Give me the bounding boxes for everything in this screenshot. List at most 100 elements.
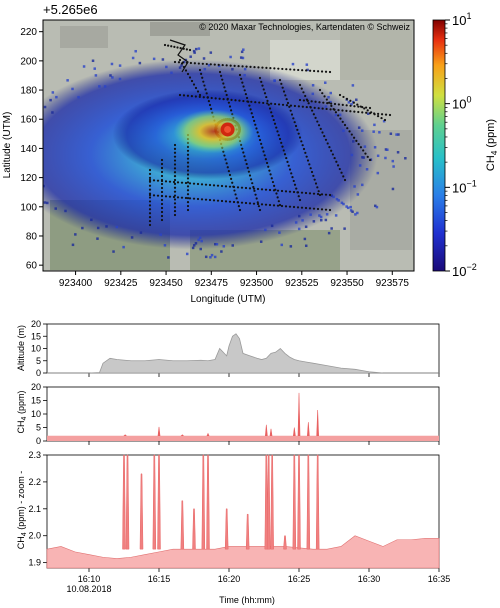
- plume-pixel: [373, 146, 377, 149]
- plume-pixel: [217, 64, 221, 68]
- track-point: [216, 199, 220, 202]
- track-point: [277, 134, 280, 137]
- track-point: [286, 160, 289, 163]
- track-point: [268, 188, 272, 192]
- track-point: [189, 61, 192, 65]
- track-point: [251, 182, 254, 185]
- ch4-zoom-spike: [180, 500, 185, 550]
- y-tick-label: 5: [36, 423, 41, 433]
- track-point: [196, 182, 200, 186]
- map-y-tick-label: 220: [20, 27, 37, 38]
- track-point: [262, 150, 265, 153]
- plume-pixel: [270, 224, 274, 228]
- plume-pixel: [375, 205, 379, 209]
- track-point: [186, 181, 190, 184]
- track-point: [297, 105, 300, 108]
- plume-pixel: [202, 57, 206, 60]
- map-y-tick-label: 80: [26, 231, 38, 242]
- x-tick-label: 16:10: [78, 574, 101, 584]
- track-point: [160, 186, 164, 190]
- track-point: [318, 193, 322, 197]
- track-point: [311, 109, 314, 112]
- map-x-tick-label: 923450: [149, 278, 183, 289]
- track-point: [168, 195, 172, 198]
- track-point: [173, 171, 177, 174]
- track-point: [304, 151, 307, 154]
- track-point: [317, 107, 320, 110]
- plume-pixel: [273, 79, 276, 82]
- plume-pixel: [239, 56, 243, 59]
- track-point: [164, 195, 168, 198]
- track-point: [254, 101, 257, 104]
- plume-pixel: [74, 233, 77, 236]
- track-point: [248, 174, 252, 177]
- track-point: [248, 202, 252, 205]
- plume-pixel: [204, 255, 208, 259]
- track-point: [186, 177, 190, 180]
- track-point: [293, 121, 296, 124]
- track-point: [350, 133, 353, 136]
- track-point: [200, 198, 204, 201]
- track-point: [255, 197, 258, 200]
- track-point: [295, 187, 298, 190]
- track-point: [316, 186, 319, 189]
- track-point: [304, 191, 308, 195]
- plume-pixel: [242, 48, 245, 51]
- track-point: [260, 203, 264, 206]
- track-point: [289, 68, 292, 71]
- track-point: [314, 116, 317, 119]
- plume-pixel: [210, 253, 214, 257]
- track-point: [192, 83, 196, 86]
- plume-pixel: [329, 100, 332, 104]
- track-point: [364, 152, 367, 155]
- ch4-spike: [297, 392, 301, 437]
- plume-pixel: [358, 164, 362, 167]
- track-point: [365, 111, 368, 114]
- track-point: [186, 193, 190, 196]
- track-point: [302, 91, 305, 94]
- track-point: [242, 99, 245, 103]
- track-point: [186, 94, 190, 97]
- track-point: [357, 110, 360, 114]
- track-point: [170, 45, 173, 48]
- track-point: [190, 95, 193, 98]
- track-point: [270, 177, 273, 180]
- track-point: [270, 102, 273, 105]
- track-point: [213, 63, 216, 66]
- track-point: [230, 177, 233, 180]
- track-point: [208, 183, 212, 187]
- track-point: [329, 108, 332, 111]
- track-point: [302, 147, 306, 151]
- track-point: [218, 70, 222, 74]
- track-point: [336, 164, 340, 167]
- track-point: [368, 106, 372, 110]
- plume-pixel: [231, 244, 234, 247]
- track-point: [353, 105, 356, 108]
- track-point: [317, 190, 320, 193]
- track-point: [198, 93, 202, 97]
- offset-label: +5.265e6: [43, 2, 98, 17]
- altitude-axis-label: Altitude (m): [16, 325, 26, 371]
- track-point: [186, 157, 190, 160]
- track-point: [148, 172, 152, 176]
- map-x-tick-label: 923400: [59, 278, 93, 289]
- ch4-spike: [157, 426, 161, 437]
- track-point: [207, 100, 210, 103]
- track-point: [186, 153, 190, 156]
- plume-pixel: [103, 85, 107, 88]
- track-point: [244, 186, 248, 190]
- track-point: [193, 62, 196, 65]
- track-point: [288, 205, 292, 208]
- track-point: [264, 203, 268, 206]
- track-point: [324, 70, 328, 73]
- plume-pixel: [209, 256, 212, 259]
- track-point: [323, 135, 326, 138]
- altitude-area: [47, 333, 439, 374]
- plume-pixel: [96, 226, 100, 230]
- plume-pixel: [94, 74, 98, 77]
- track-point: [323, 95, 326, 98]
- track-point: [318, 88, 322, 92]
- plume-pixel: [351, 210, 354, 213]
- plume-pixel: [13, 149, 16, 152]
- track-point: [261, 66, 264, 69]
